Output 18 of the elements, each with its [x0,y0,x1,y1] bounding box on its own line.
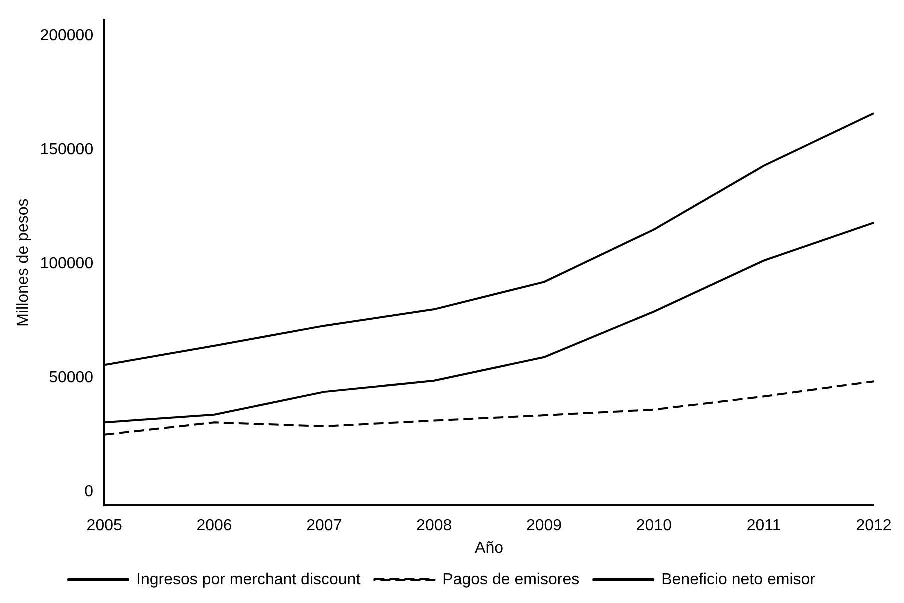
y-tick-label: 150000 [40,141,94,158]
x-tick-label: 2006 [196,518,232,535]
legend-label: Pagos de emisores [442,571,580,588]
x-tick-label: 2012 [856,518,892,535]
y-tick-label: 50000 [49,369,94,386]
x-axis-title: Año [475,540,504,557]
legend-label: Ingresos por merchant discount [136,571,362,588]
legend-label: Beneficio neto emisor [662,571,816,588]
x-tick-label: 2010 [636,518,672,535]
x-tick-label: 2009 [526,518,562,535]
x-tick-label: 2007 [306,518,342,535]
x-tick-label: 2008 [416,518,452,535]
x-tick-label: 2005 [86,518,122,535]
y-axis-title: Millones de pesos [15,198,32,327]
x-tick-label: 2011 [746,518,782,535]
y-tick-label: 100000 [40,255,94,272]
y-tick-label: 0 [84,483,94,500]
y-tick-label: 200000 [40,27,94,44]
